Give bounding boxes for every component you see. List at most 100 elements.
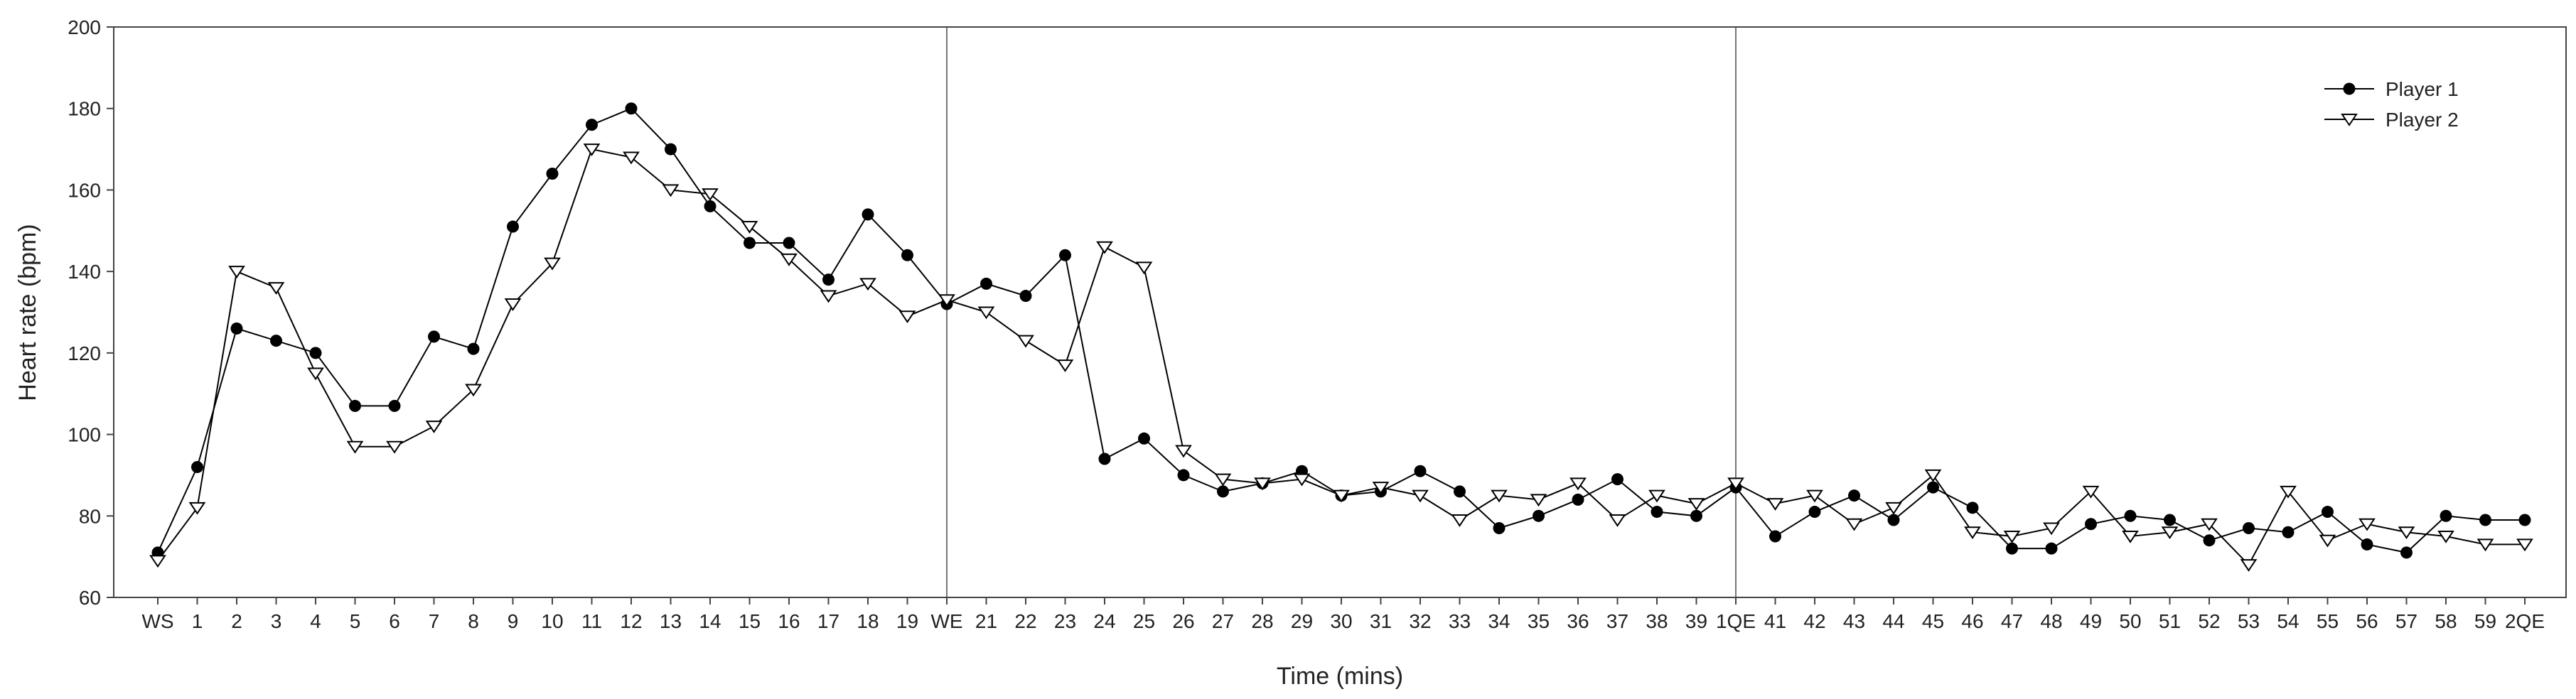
x-tick-label: 3 (271, 610, 282, 632)
x-tick-label: 12 (620, 610, 642, 632)
point-player-2 (2516, 538, 2533, 552)
x-tick-label: 7 (429, 610, 440, 632)
x-tick-label: 30 (1330, 610, 1352, 632)
point-player-2 (2358, 518, 2376, 531)
point-player-1 (191, 460, 203, 473)
x-tick-label: 46 (1961, 610, 1983, 632)
point-player-2 (2476, 538, 2494, 552)
x-tick-label: 25 (1133, 610, 1155, 632)
legend-marker-player-1 (2343, 82, 2356, 95)
point-player-2 (1609, 514, 1626, 527)
point-player-2 (504, 298, 522, 311)
x-tick-label: 35 (1528, 610, 1550, 632)
point-player-2 (1569, 477, 1587, 491)
point-player-2 (1845, 518, 1863, 531)
x-tick-label: 26 (1172, 610, 1194, 632)
x-tick-label: 21 (975, 610, 997, 632)
x-tick-label: 18 (857, 610, 879, 632)
point-player-2 (583, 143, 601, 156)
point-player-2 (2122, 530, 2139, 543)
point-player-2 (307, 367, 324, 381)
point-player-2 (425, 421, 443, 433)
y-tick-label: 60 (79, 587, 101, 609)
point-player-1 (744, 237, 756, 249)
x-tick-label: 22 (1014, 610, 1036, 632)
x-tick-label: 55 (2317, 610, 2339, 632)
point-player-2 (2161, 526, 2179, 540)
point-player-2 (938, 294, 955, 308)
plot-frame (113, 26, 2567, 598)
x-tick-label: 32 (1409, 610, 1431, 632)
point-player-1 (546, 167, 559, 180)
legend-label-player-2: Player 2 (2386, 109, 2459, 131)
point-player-2 (346, 440, 364, 454)
point-player-2 (662, 184, 680, 197)
point-player-2 (267, 282, 285, 295)
point-player-1 (586, 119, 598, 131)
x-tick-label: 19 (896, 610, 918, 632)
point-player-1 (2400, 546, 2413, 559)
point-player-1 (1454, 485, 1466, 498)
point-player-2 (2280, 485, 2297, 499)
point-player-1 (625, 102, 638, 115)
point-player-1 (2045, 542, 2058, 555)
point-player-1 (862, 208, 874, 221)
x-tick-label: 47 (2001, 610, 2023, 632)
point-player-1 (2282, 526, 2295, 538)
point-player-1 (1848, 489, 1860, 502)
x-tick-label: 33 (1449, 610, 1471, 632)
point-player-2 (2319, 534, 2336, 548)
point-player-2 (465, 384, 482, 397)
point-player-2 (1766, 498, 1784, 511)
x-tick-label: 58 (2435, 610, 2457, 632)
x-tick-label: 13 (660, 610, 682, 632)
x-tick-label: 59 (2474, 610, 2496, 632)
y-tick-label: 200 (68, 16, 101, 38)
point-player-2 (741, 221, 758, 234)
point-player-2 (1530, 494, 1547, 507)
point-player-1 (2085, 518, 2097, 531)
x-tick-label: 8 (468, 610, 479, 632)
point-player-2 (2003, 530, 2021, 543)
x-tick-label: 24 (1093, 610, 1115, 632)
x-tick-label: 16 (778, 610, 800, 632)
point-player-2 (1333, 489, 1350, 503)
x-tick-label: 1 (192, 610, 203, 632)
point-player-2 (1806, 489, 1823, 503)
point-player-1 (1690, 509, 1702, 522)
point-player-2 (1687, 498, 1705, 511)
point-player-2 (1214, 473, 1232, 487)
point-player-1 (428, 330, 440, 343)
point-player-1 (704, 200, 717, 212)
x-tick-label: 11 (581, 610, 602, 632)
x-tick-label: 14 (699, 610, 721, 632)
point-player-1 (309, 347, 322, 359)
point-player-1 (822, 273, 834, 286)
point-player-1 (1887, 514, 1900, 526)
y-tick-label: 80 (79, 505, 101, 527)
point-player-2 (1491, 489, 1508, 503)
x-tick-label: 29 (1291, 610, 1313, 632)
x-tick-label: 48 (2040, 610, 2062, 632)
point-player-1 (1098, 453, 1111, 465)
x-tick-label: 53 (2238, 610, 2260, 632)
point-player-1 (1019, 290, 1032, 303)
point-player-2 (820, 290, 837, 303)
legend-marker-player-2 (2341, 114, 2358, 126)
point-player-2 (702, 188, 719, 201)
point-player-1 (388, 399, 401, 412)
point-player-2 (1293, 473, 1311, 487)
x-tick-label: 52 (2198, 610, 2220, 632)
point-player-2 (2082, 485, 2100, 499)
x-tick-label: 49 (2080, 610, 2102, 632)
point-player-1 (2479, 514, 2491, 526)
y-tick-label: 100 (68, 424, 101, 446)
y-tick-label: 160 (68, 179, 101, 201)
point-player-2 (898, 310, 916, 324)
point-player-1 (349, 399, 361, 412)
point-player-1 (2322, 506, 2334, 519)
point-player-2 (2043, 522, 2060, 536)
x-tick-label: 54 (2277, 610, 2299, 632)
point-player-1 (2361, 538, 2373, 551)
